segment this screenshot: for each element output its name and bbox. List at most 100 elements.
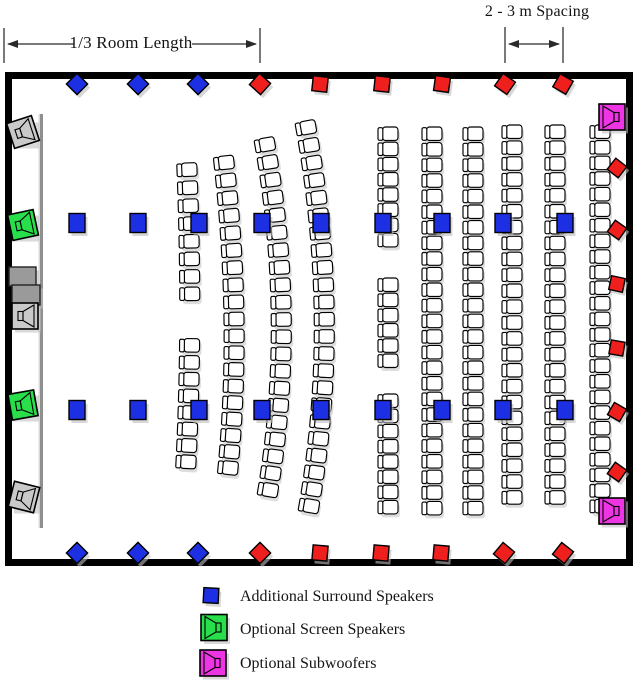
seat-body xyxy=(182,371,200,387)
seat-body xyxy=(593,358,611,374)
marker-face xyxy=(126,541,150,565)
seat xyxy=(589,186,612,205)
marker-face xyxy=(432,544,450,562)
seat xyxy=(501,490,524,508)
seat-body xyxy=(425,235,443,251)
seat-body xyxy=(317,294,335,310)
seat xyxy=(300,154,325,174)
seat-body xyxy=(593,171,611,186)
seat-body xyxy=(270,414,288,431)
seat-back xyxy=(501,347,508,362)
seat-back xyxy=(589,359,596,373)
seat-back xyxy=(462,236,469,251)
seat-back xyxy=(544,315,551,330)
seat-back xyxy=(377,278,384,292)
red-surround-speaker xyxy=(492,541,516,565)
seat-body xyxy=(548,426,566,442)
seat xyxy=(501,442,524,460)
red-surround-speaker xyxy=(607,274,627,294)
seat xyxy=(462,344,485,363)
seat-body xyxy=(425,438,443,454)
seat-back xyxy=(501,284,508,298)
speaker-box xyxy=(6,208,40,242)
seat-back xyxy=(589,468,596,483)
seat-body xyxy=(227,294,245,310)
seat xyxy=(222,378,246,397)
seat xyxy=(462,142,485,160)
seat xyxy=(544,140,567,158)
seat-body xyxy=(505,124,523,140)
seat-back xyxy=(176,163,183,178)
additional-surround-speaker xyxy=(374,399,392,421)
seat-body xyxy=(268,431,287,448)
blue-surround-speaker xyxy=(126,72,150,96)
seat xyxy=(544,458,567,476)
seat-back xyxy=(589,437,596,451)
seat-body xyxy=(225,242,243,258)
seat-body xyxy=(593,186,611,202)
seat-back xyxy=(219,226,227,241)
left-wall-units xyxy=(5,114,43,514)
blue-surround-speaker xyxy=(186,72,210,96)
seat-body xyxy=(425,360,443,376)
speaker-box xyxy=(7,389,39,421)
seat-body xyxy=(222,207,240,224)
seat-body xyxy=(381,172,399,187)
seat xyxy=(462,438,485,456)
seat-body xyxy=(466,282,484,298)
seat xyxy=(222,294,246,313)
legend-label-optional-subwoofers: Optional Subwoofers xyxy=(240,655,377,672)
seat xyxy=(377,292,400,311)
seat-body xyxy=(505,347,523,362)
seat-body xyxy=(466,251,484,266)
subwoofer-speaker xyxy=(598,497,626,525)
arrowhead xyxy=(7,40,18,48)
seat xyxy=(544,188,567,206)
seat xyxy=(377,232,400,251)
seat xyxy=(311,380,335,399)
seat-back xyxy=(589,499,596,514)
seat-body xyxy=(505,331,523,346)
seat-back xyxy=(267,244,275,258)
seat xyxy=(212,154,237,174)
marker-face xyxy=(310,74,330,94)
top-speaker-row xyxy=(65,72,576,99)
blue-surround-speaker xyxy=(186,541,210,565)
seat xyxy=(421,266,444,285)
seat-body xyxy=(227,378,245,394)
marker-face xyxy=(65,541,89,565)
seat xyxy=(421,126,444,144)
marker-face xyxy=(551,541,575,565)
seat xyxy=(310,242,334,261)
seat-back xyxy=(501,236,508,251)
marker-face xyxy=(606,461,628,483)
seat xyxy=(544,172,567,190)
seat-back xyxy=(589,483,596,498)
red-surround-speaker xyxy=(248,541,272,565)
seat xyxy=(219,427,243,447)
seat xyxy=(311,259,335,278)
seat-body xyxy=(593,483,611,498)
marker-face xyxy=(374,212,392,234)
seat xyxy=(377,187,400,205)
seat-body xyxy=(381,323,399,338)
seat-back xyxy=(462,345,469,360)
seat-back xyxy=(421,314,428,329)
seat-back xyxy=(377,338,384,353)
seat-back xyxy=(221,395,229,410)
seat-back xyxy=(313,346,320,361)
seat-back xyxy=(297,139,306,154)
seat-body xyxy=(183,286,201,302)
seat-back xyxy=(222,379,229,393)
marker-face xyxy=(606,401,628,423)
seat-body xyxy=(182,233,200,249)
seat-back xyxy=(216,192,224,206)
seat-back xyxy=(501,331,508,346)
seat-back xyxy=(377,142,384,157)
wall-speaker xyxy=(7,480,41,514)
seat-back xyxy=(544,300,551,314)
seat-body xyxy=(548,442,566,458)
seat-body xyxy=(183,354,200,370)
seat-back xyxy=(589,405,596,420)
